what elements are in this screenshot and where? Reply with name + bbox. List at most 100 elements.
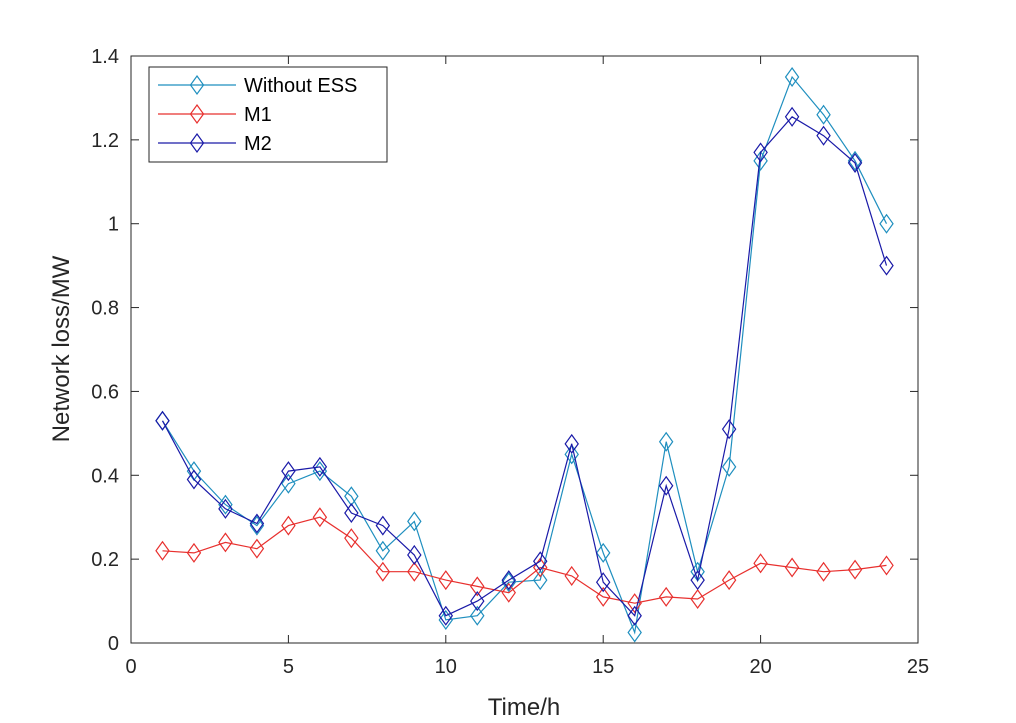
- y-tick-label: 1: [108, 214, 119, 236]
- series-m1: [155, 507, 894, 614]
- data-point: [721, 419, 737, 440]
- data-point: [690, 588, 705, 609]
- data-point: [816, 104, 831, 125]
- data-point: [249, 538, 265, 559]
- data-point: [721, 570, 737, 591]
- data-point: [186, 469, 202, 490]
- data-point: [816, 561, 831, 582]
- legend-marker: [189, 132, 205, 154]
- data-point: [312, 507, 328, 528]
- data-point: [690, 570, 705, 591]
- x-tick-label: 0: [125, 656, 136, 678]
- data-point: [407, 511, 422, 532]
- x-tick-label: 20: [749, 656, 771, 678]
- data-point: [249, 513, 265, 534]
- legend-label: Without ESS: [244, 75, 357, 97]
- x-tick-label: 15: [592, 656, 614, 678]
- data-point: [879, 555, 894, 576]
- data-point: [344, 502, 359, 524]
- data-point: [784, 66, 800, 87]
- data-point: [753, 142, 768, 163]
- data-point: [564, 565, 579, 586]
- y-tick-label: 0.2: [91, 549, 119, 571]
- data-point: [344, 528, 359, 549]
- data-point: [155, 410, 170, 431]
- data-point: [564, 433, 579, 454]
- legend-item-m1: M1: [158, 103, 272, 126]
- data-point: [281, 515, 296, 536]
- data-point: [595, 572, 611, 593]
- data-point: [312, 461, 328, 482]
- x-tick-label: 10: [435, 656, 457, 678]
- data-point: [595, 586, 611, 607]
- data-point: [155, 540, 170, 561]
- series-line-m1: [162, 516, 887, 604]
- data-point: [532, 551, 548, 572]
- data-point: [532, 570, 548, 591]
- x-axis-label: Time/h: [488, 694, 560, 721]
- y-tick-label: 0: [108, 633, 119, 655]
- data-point: [312, 456, 328, 477]
- data-point: [438, 570, 454, 591]
- data-point: [847, 152, 863, 173]
- data-point: [595, 542, 611, 563]
- data-point: [879, 255, 894, 276]
- data-point: [658, 475, 674, 496]
- data-point: [281, 461, 296, 482]
- data-point: [249, 515, 265, 536]
- data-point: [816, 125, 831, 146]
- data-point: [438, 605, 454, 626]
- data-point: [218, 532, 233, 553]
- legend-item-m2: M2: [158, 132, 272, 155]
- data-point: [753, 553, 768, 574]
- legend: Without ESS M1 M2: [148, 66, 388, 163]
- legend-marker: [189, 74, 205, 96]
- data-point: [407, 561, 422, 582]
- data-point: [784, 557, 800, 578]
- y-tick-label: 0.8: [91, 298, 119, 320]
- x-tick-label: 25: [907, 656, 929, 678]
- y-tick-label: 1.2: [91, 130, 119, 152]
- data-point: [564, 444, 579, 465]
- legend-label: M1: [244, 104, 272, 126]
- legend-label: M2: [244, 133, 272, 155]
- y-axis-ticks: 0 0.2 0.4 0.6 0.8 1 1.2 1.4: [91, 46, 918, 655]
- data-point: [375, 515, 391, 536]
- data-point: [218, 494, 233, 515]
- data-point: [281, 473, 296, 494]
- data-point: [186, 542, 202, 563]
- x-axis-ticks: 0 5 10 15 20 25: [125, 56, 929, 678]
- data-point: [784, 106, 800, 127]
- legend-item-without-ess: Without ESS: [158, 74, 357, 97]
- legend-marker: [189, 103, 205, 125]
- y-tick-label: 0.4: [91, 465, 119, 487]
- y-axis-label: Network loss/MW: [48, 255, 75, 442]
- data-point: [470, 576, 485, 597]
- data-point: [753, 150, 768, 171]
- series-layer: [155, 66, 894, 643]
- data-point: [501, 572, 517, 593]
- data-point: [721, 456, 737, 477]
- y-tick-label: 1.4: [91, 46, 119, 68]
- data-point: [375, 561, 391, 582]
- data-point: [501, 570, 517, 591]
- data-point: [658, 431, 674, 452]
- data-point: [847, 150, 863, 171]
- data-point: [470, 605, 485, 626]
- y-tick-label: 0.6: [91, 381, 119, 403]
- data-point: [344, 486, 359, 507]
- data-point: [218, 498, 233, 519]
- data-point: [375, 540, 391, 561]
- data-point: [847, 559, 863, 580]
- series-m2: [155, 106, 894, 626]
- x-tick-label: 5: [283, 656, 294, 678]
- data-point: [438, 609, 454, 630]
- series-line-m2: [161, 116, 888, 617]
- data-point: [407, 544, 422, 565]
- data-point: [658, 586, 674, 607]
- data-point: [627, 605, 642, 626]
- data-point: [879, 213, 894, 234]
- data-point: [470, 591, 485, 612]
- data-point: [627, 622, 642, 643]
